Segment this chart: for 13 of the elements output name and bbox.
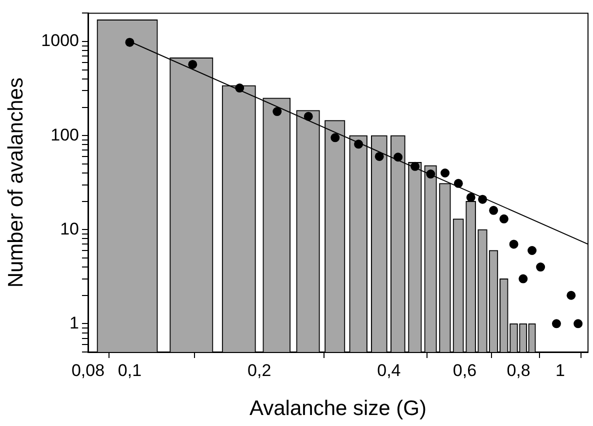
x-tick-label: 0,6 <box>452 360 477 380</box>
y-tick-label: 1 <box>70 313 79 332</box>
x-tick-label: 0,4 <box>377 360 401 380</box>
x-tick-label: 0,08 <box>71 360 105 380</box>
y-tick-label: 1000 <box>41 31 79 50</box>
y-tick-label: 10 <box>60 219 79 238</box>
y-tick-label: 100 <box>50 125 79 144</box>
x-tick-label: 0,2 <box>248 360 272 380</box>
x-axis-title: Avalanche size (G) <box>249 397 427 420</box>
x-tick-label: 0,8 <box>506 360 530 380</box>
x-tick-label: 1 <box>556 360 565 380</box>
x-tick-label: 0,1 <box>118 360 142 380</box>
y-axis-title: Number of avalanches <box>4 78 28 288</box>
